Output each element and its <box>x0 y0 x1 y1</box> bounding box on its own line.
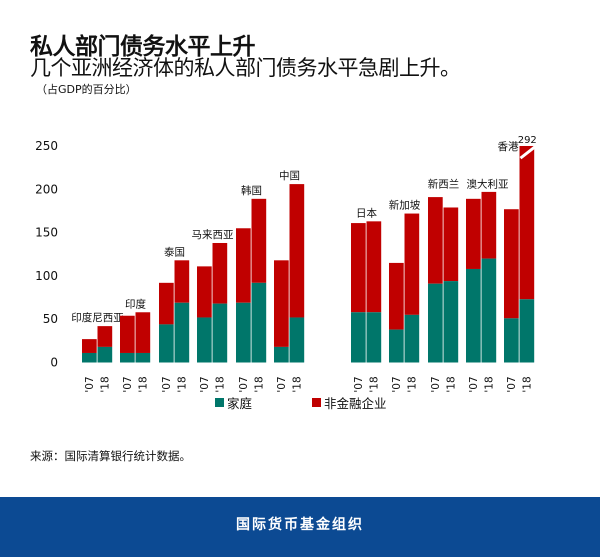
bar-corporate <box>404 213 420 315</box>
group-label: 日本 <box>356 206 377 219</box>
x-tick-label: '07 <box>506 376 518 392</box>
legend-swatch-household <box>215 398 224 407</box>
x-tick-label: '18 <box>369 376 381 392</box>
bar-corporate <box>174 260 190 303</box>
bar-corporate <box>389 262 404 330</box>
legend-label-household: 家庭 <box>227 396 253 411</box>
bar-household <box>274 346 289 363</box>
x-tick-label: '18 <box>100 376 112 392</box>
y-tick-label: 100 <box>35 269 58 283</box>
x-tick-label: '07 <box>84 376 96 392</box>
bar-corporate <box>466 198 481 269</box>
bar-corporate <box>120 315 135 353</box>
footer-banner: 国际货币基金组织 <box>0 497 600 557</box>
y-tick-label: 50 <box>43 312 58 326</box>
x-tick-label: '07 <box>353 376 365 392</box>
group-label: 泰国 <box>164 245 185 258</box>
x-tick-label: '07 <box>199 376 211 392</box>
group-label: 澳大利亚 <box>467 178 509 191</box>
bar-corporate <box>135 312 151 353</box>
y-tick-label: 150 <box>35 226 58 240</box>
bar-household <box>466 268 481 363</box>
bar-household <box>174 302 190 363</box>
bar-corporate <box>212 242 228 304</box>
unit-note: （占GDP的百分比） <box>36 83 137 96</box>
x-tick-label: '18 <box>215 376 227 392</box>
bar-corporate <box>351 223 366 313</box>
group-label: 中国 <box>279 169 300 182</box>
chart-title: 私人部门债务水平上升 <box>30 34 256 60</box>
group-label: 印度 <box>125 297 146 310</box>
axis-break-mark <box>519 145 536 160</box>
x-tick-label: '07 <box>238 376 250 392</box>
y-tick-label: 200 <box>35 182 58 196</box>
x-tick-label: '07 <box>276 376 288 392</box>
x-tick-label: '07 <box>468 376 480 392</box>
x-tick-label: '18 <box>254 376 266 392</box>
bar-household <box>289 317 305 363</box>
bar-corporate <box>504 209 519 319</box>
bar-corporate <box>481 191 497 259</box>
bar-household <box>519 299 535 363</box>
bar-household <box>197 317 212 363</box>
bar-household <box>428 283 443 363</box>
bar-household <box>251 282 267 363</box>
x-tick-label: '18 <box>138 376 150 392</box>
bar-household <box>82 352 97 363</box>
source-note: 来源：国际清算银行统计数据。 <box>30 449 191 463</box>
y-tick-label: 250 <box>35 139 58 153</box>
bar-household <box>236 302 251 363</box>
x-tick-label: '18 <box>407 376 419 392</box>
truncated-value-label: 292 <box>518 135 537 146</box>
legend-household: 家庭 <box>215 393 252 412</box>
x-tick-label: '07 <box>161 376 173 392</box>
stacked-bar-chart: 0 50 100 150 200 250 '07 '18 印度尼西亚 '07 '18 印度 '07 '18… <box>35 135 537 393</box>
bar-household <box>159 324 174 363</box>
x-tick-label: '18 <box>522 376 534 392</box>
legend-corporate: 非金融企业 <box>312 393 387 412</box>
bar-household <box>443 281 459 363</box>
bar-corporate <box>366 221 382 313</box>
x-tick-label: '18 <box>177 376 189 392</box>
bar-corporate <box>274 260 289 347</box>
group-label: 新加坡 <box>389 199 421 212</box>
bar-corporate <box>236 228 251 303</box>
legend-swatch-corporate <box>312 398 321 407</box>
bar-corporate <box>82 339 97 353</box>
bar-household <box>366 312 382 363</box>
group-label: 印度尼西亚 <box>71 311 124 324</box>
group-label: 新西兰 <box>428 178 460 191</box>
bar-corporate <box>159 282 174 325</box>
group-label: 马来西亚 <box>192 229 234 241</box>
bar-corporate <box>289 184 305 318</box>
group-label: 韩国 <box>241 184 262 197</box>
bar-corporate <box>97 326 113 347</box>
bar-household <box>481 258 497 363</box>
x-tick-label: '18 <box>292 376 304 392</box>
chart-subtitle: 几个亚洲经济体的私人部门债务水平急剧上升。 <box>30 56 461 80</box>
bar-household <box>351 312 366 363</box>
x-tick-label: '18 <box>446 376 458 392</box>
bar-corporate <box>428 197 443 284</box>
bar-household <box>212 303 228 363</box>
bar-household <box>97 346 113 363</box>
bar-corporate <box>519 146 535 300</box>
bar-household <box>404 314 420 363</box>
bar-household <box>120 352 135 363</box>
bar-household <box>504 318 519 363</box>
bar-corporate <box>251 198 267 283</box>
group-label: 香港 <box>498 141 519 153</box>
bar-household <box>135 352 151 363</box>
bar-corporate <box>443 207 459 282</box>
legend-label-corporate: 非金融企业 <box>324 396 387 411</box>
bar-household <box>389 329 404 363</box>
x-tick-label: '07 <box>430 376 442 392</box>
bar-corporate <box>197 266 212 318</box>
x-tick-label: '07 <box>122 376 134 392</box>
y-tick-label: 0 <box>50 356 58 370</box>
x-tick-label: '18 <box>484 376 496 392</box>
x-tick-label: '07 <box>391 376 403 392</box>
